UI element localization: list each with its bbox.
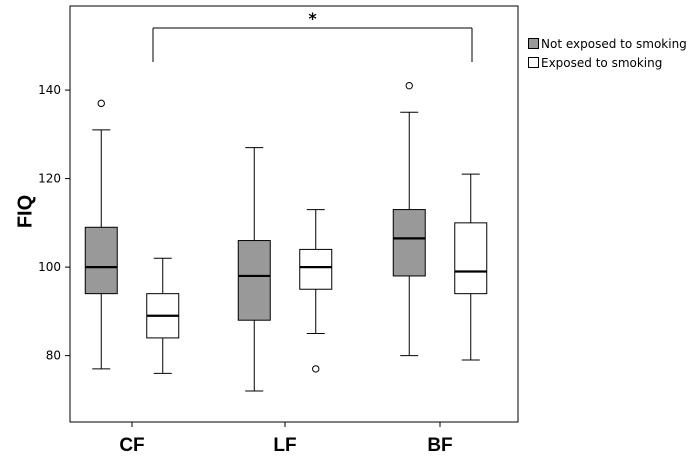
significance-annotation: * [152, 9, 473, 62]
legend: Not exposed to smoking Exposed to smoking [528, 34, 687, 72]
box-LF-not-exposed [237, 147, 271, 392]
legend-label: Exposed to smoking [541, 55, 663, 70]
outlier-point [97, 99, 105, 108]
outlier-point [312, 365, 320, 373]
outlier-point [405, 81, 413, 90]
legend-item: Exposed to smoking [528, 53, 687, 72]
x-tick-label: CF [119, 435, 144, 456]
y-tick-label: 100 [38, 260, 61, 274]
box-BF-exposed [454, 173, 488, 361]
x-tick-label: LF [273, 435, 296, 456]
y-axis: 80 100 120 140 [38, 83, 70, 363]
x-axis: CF LF BF [119, 422, 453, 456]
significance-star: * [308, 9, 317, 28]
y-tick-label: 80 [46, 349, 61, 363]
box-CF-not-exposed [84, 99, 118, 370]
box-CF-exposed [146, 257, 180, 374]
iqr-box [454, 222, 488, 295]
x-tick-label: BF [427, 435, 452, 456]
legend-label: Not exposed to smoking [541, 36, 687, 51]
iqr-box [84, 226, 118, 295]
iqr-box [299, 248, 333, 290]
iqr-box [237, 240, 271, 321]
plot-frame [69, 5, 519, 423]
box-LF-exposed [299, 209, 333, 373]
boxes-layer [84, 81, 488, 392]
legend-item: Not exposed to smoking [528, 34, 687, 53]
y-tick-label: 140 [38, 83, 61, 97]
legend-swatch [528, 57, 539, 68]
y-tick-label: 120 [38, 172, 61, 186]
y-axis-label: FIQ [14, 194, 37, 229]
iqr-box [392, 209, 426, 277]
legend-swatch [528, 38, 539, 49]
box-BF-not-exposed [392, 81, 426, 357]
